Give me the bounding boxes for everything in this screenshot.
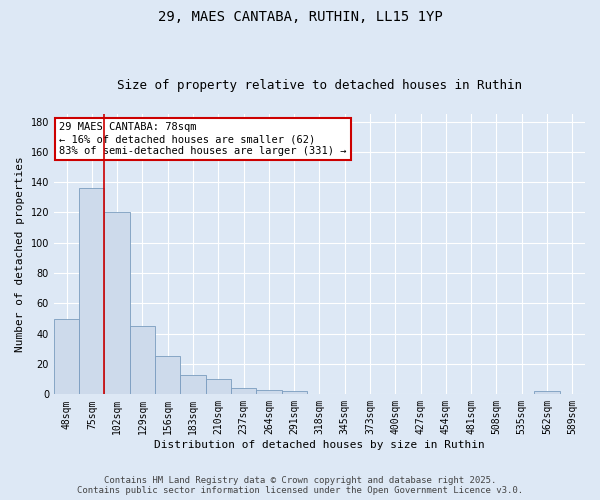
Bar — [231, 388, 256, 394]
Bar — [256, 390, 281, 394]
Text: 29 MAES CANTABA: 78sqm
← 16% of detached houses are smaller (62)
83% of semi-det: 29 MAES CANTABA: 78sqm ← 16% of detached… — [59, 122, 347, 156]
X-axis label: Distribution of detached houses by size in Ruthin: Distribution of detached houses by size … — [154, 440, 485, 450]
Text: 29, MAES CANTABA, RUTHIN, LL15 1YP: 29, MAES CANTABA, RUTHIN, LL15 1YP — [158, 10, 442, 24]
Bar — [535, 392, 560, 394]
Bar — [206, 379, 231, 394]
Bar — [155, 356, 181, 395]
Bar — [130, 326, 155, 394]
Bar — [181, 374, 206, 394]
Title: Size of property relative to detached houses in Ruthin: Size of property relative to detached ho… — [117, 79, 522, 92]
Text: Contains HM Land Registry data © Crown copyright and database right 2025.
Contai: Contains HM Land Registry data © Crown c… — [77, 476, 523, 495]
Bar — [281, 392, 307, 394]
Bar — [79, 188, 104, 394]
Y-axis label: Number of detached properties: Number of detached properties — [15, 156, 25, 352]
Bar — [104, 212, 130, 394]
Bar — [54, 318, 79, 394]
